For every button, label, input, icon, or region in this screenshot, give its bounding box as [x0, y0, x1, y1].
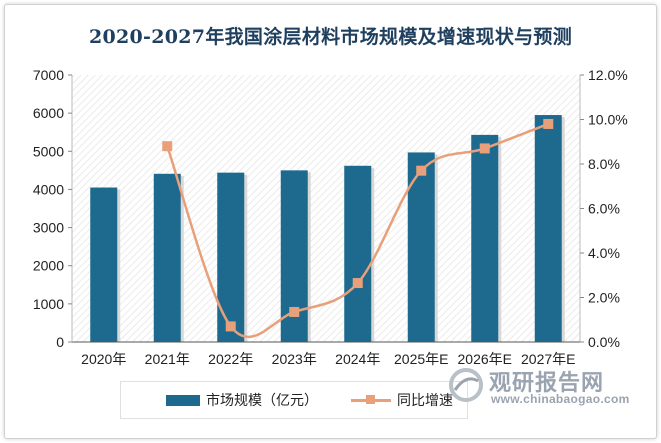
line-layer: [162, 118, 554, 339]
bar: [471, 134, 499, 342]
bars-layer: [90, 115, 565, 342]
y-left-tick-label: 1000: [33, 296, 64, 312]
y-left-tick-label: 5000: [33, 143, 64, 159]
y-left-tick-label: 6000: [33, 105, 64, 121]
growth-point: [352, 278, 363, 289]
y-left-tick-label: 0: [56, 334, 64, 350]
y-right-tick-label: 0.0%: [588, 334, 620, 350]
watermark-logo-icon: [449, 368, 483, 402]
x-tick-label: 2022年: [208, 351, 253, 367]
x-tick-label: 2026年E: [458, 351, 512, 367]
x-tick-label: 2020年: [81, 351, 126, 367]
y-right-tick-label: 10.0%: [588, 112, 628, 128]
x-tick-label: 2025年E: [394, 351, 448, 367]
bar: [344, 165, 372, 342]
x-tick-label: 2023年: [272, 351, 317, 367]
watermark: 观研报告网 www.chinabaogao.com: [447, 362, 647, 412]
legend: 市场规模（亿元） 同比增速: [120, 381, 468, 419]
y-left-tick-label: 7000: [33, 67, 64, 83]
chart-title: 2020-2027年我国涂层材料市场规模及增速现状与预测: [88, 26, 573, 48]
watermark-text: 观研报告网: [489, 370, 605, 395]
bar: [407, 152, 435, 342]
x-tick-label: 2021年: [145, 351, 190, 367]
x-tick-label: 2024年: [335, 351, 380, 367]
watermark-url: www.chinabaogao.com: [491, 392, 630, 406]
y-right-tick-label: 4.0%: [588, 245, 620, 261]
y-right-tick-label: 8.0%: [588, 156, 620, 172]
legend-bar-swatch: [166, 394, 200, 406]
growth-point: [416, 165, 427, 176]
growth-point: [162, 141, 173, 152]
x-tick-label: 2027年E: [521, 351, 575, 367]
growth-point: [543, 118, 554, 129]
y-right-tick-label: 12.0%: [588, 67, 628, 83]
legend-item-growth: 同比增速: [351, 390, 453, 410]
bar: [153, 173, 181, 342]
plot-background: [72, 75, 580, 342]
y-right-tick-label: 2.0%: [588, 290, 620, 306]
axes-layer: 0 1000 2000 3000 4000 5000 6000 7000 0.0% 2.0% 4.0…: [33, 67, 628, 367]
growth-point: [225, 321, 236, 332]
growth-point: [289, 306, 300, 317]
growth-point: [479, 143, 490, 154]
legend-item-market-size: 市场规模（亿元）: [166, 390, 318, 410]
y-left-tick-label: 2000: [33, 258, 64, 274]
y-left-tick-label: 3000: [33, 220, 64, 236]
y-left-tick-label: 4000: [33, 181, 64, 197]
legend-label-market-size: 市场规模（亿元）: [206, 392, 318, 408]
bar: [217, 172, 245, 342]
legend-label-growth: 同比增速: [397, 392, 453, 408]
bar: [90, 187, 118, 342]
legend-line-swatch: [351, 394, 391, 406]
bar: [534, 115, 562, 342]
y-right-tick-label: 6.0%: [588, 201, 620, 217]
